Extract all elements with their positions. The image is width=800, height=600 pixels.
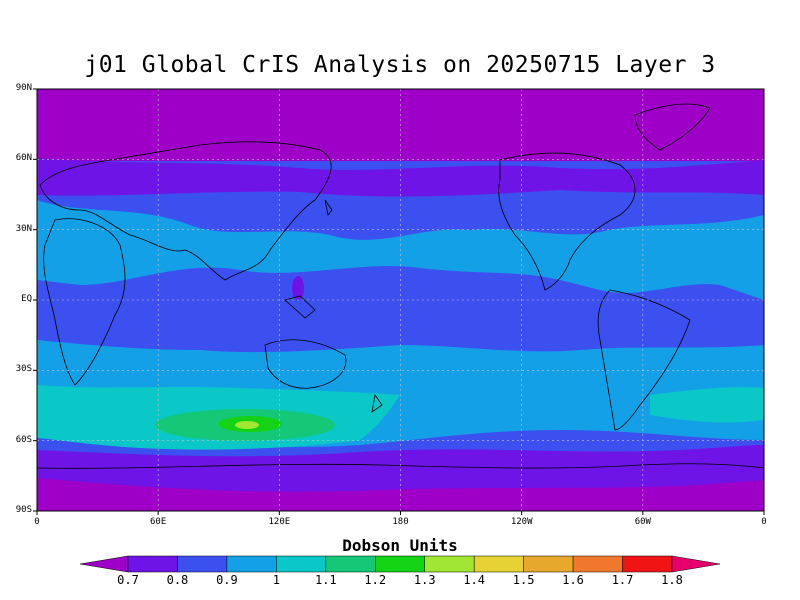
colorbar-level-label: 1.7 [611,573,634,587]
field-equator-band [37,280,764,353]
x-tick-label: 180 [392,517,409,527]
y-tick-label: 30N [15,223,32,234]
colorbar-level-label: 1.8 [661,573,683,587]
field-pacific-spot [292,276,304,300]
colorbar-level-label: 1.4 [463,573,486,587]
colorbar-segment [276,555,327,573]
axis-ticks [33,88,765,515]
colorbar-segment [127,555,178,573]
y-tick-label: 30S [15,364,32,375]
y-tick-label: 90S [15,505,32,515]
colorbar-level-label: 1.2 [364,573,387,587]
colorbar-segment [375,555,425,573]
y-tick-label: EQ [21,294,32,304]
colorbar-level-label: 1.1 [314,573,337,587]
colorbar-level-label: 1.3 [413,573,436,587]
colorbar-segment [622,555,673,573]
colorbar-level-label: 0.8 [166,573,189,587]
graticule [37,89,764,511]
x-tick-label: 60W [634,517,651,527]
colorbar-level-label: 1.6 [562,573,584,587]
y-tick-label: 60S [15,434,32,445]
north-america-coast [498,152,636,291]
x-tick-label: 120W [510,517,533,527]
colorbar-level-label: 1 [272,573,280,587]
y-tick-label: 60N [15,153,32,164]
colorbar-segment [177,555,228,573]
colorbar-segment [572,555,623,573]
south-america-coast [597,289,691,431]
colorbar-segment [473,555,524,573]
colorbar-arrow-high [671,555,721,573]
colorbar-level-label: 0.9 [216,573,238,587]
x-tick-label: 120E [268,517,291,527]
field-lime-peak [235,421,259,429]
colorbar-title: Dobson Units [342,536,458,555]
antarctica-coast [37,463,764,469]
indonesia-coast [284,295,316,319]
colorbar-level-label: 1.5 [512,573,535,587]
field-north-band [37,158,764,197]
colorbar-segment [523,555,574,573]
field-south-cyan-east [650,387,764,423]
japan-coast [324,199,333,216]
colorbar [79,555,721,573]
y-tick-label: 90N [15,83,32,93]
new-zealand-coast [371,393,383,413]
x-tick-label: 0 [761,517,767,527]
coastlines [37,103,764,469]
x-tick-label: 0 [34,517,40,527]
eurasia-coast [39,141,332,281]
colorbar-segment [325,555,376,573]
colorbar-arrow-low [79,555,129,573]
x-tick-label: 60E [150,517,167,527]
colorbar-level-label: 0.7 [117,573,139,587]
colorbar-segment [226,555,277,573]
map-title: j01 Global CrIS Analysis on 20250715 Lay… [84,52,716,78]
colorbar-segment [424,555,475,573]
africa-coast [43,218,126,386]
australia-coast [264,339,347,389]
